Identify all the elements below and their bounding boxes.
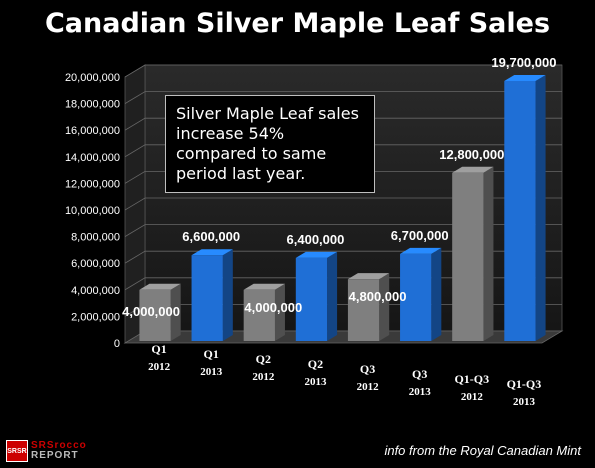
data-label: 4,800,000 <box>349 289 407 304</box>
data-label: 6,700,000 <box>391 228 449 243</box>
gridline <box>124 197 562 211</box>
x-tick-label: Q2 <box>308 357 323 371</box>
gridline <box>124 64 562 78</box>
bar-2 <box>243 283 285 341</box>
x-tick-label: 2012 <box>461 391 484 403</box>
data-label: 4,000,000 <box>122 304 180 319</box>
data-label: 4,000,000 <box>244 300 302 315</box>
source-note: info from the Royal Canadian Mint <box>384 443 581 458</box>
y-tick-label: 2,000,000 <box>71 311 120 323</box>
y-tick-label: 0 <box>114 338 120 350</box>
x-tick-label: 2013 <box>409 386 432 398</box>
gridline <box>124 170 562 184</box>
data-label: 12,800,000 <box>439 147 504 162</box>
x-tick-label: 2012 <box>252 371 275 383</box>
y-tick-label: 6,000,000 <box>71 258 120 270</box>
gridline <box>124 91 562 104</box>
y-tick-label: 16,000,000 <box>65 125 120 137</box>
chart-title: Canadian Silver Maple Leaf Sales <box>44 8 551 39</box>
data-label: 19,700,000 <box>491 55 556 70</box>
y-tick-label: 18,000,000 <box>65 99 120 111</box>
logo-line2: REPORT <box>31 450 79 461</box>
gridline <box>124 117 562 131</box>
bar-0 <box>139 283 181 341</box>
logo-line1: SRSrocco <box>31 440 87 451</box>
data-label: 6,600,000 <box>182 229 240 244</box>
bar-5 <box>400 247 442 341</box>
x-tick-label: Q1 <box>151 342 166 356</box>
logo-badge-icon: SRSR <box>6 440 28 462</box>
y-tick-label: 8,000,000 <box>71 232 120 244</box>
gridline <box>124 144 562 158</box>
x-tick-label: 2013 <box>200 366 223 378</box>
y-tick-label: 12,000,000 <box>65 178 120 190</box>
x-tick-label: Q1-Q3 <box>454 372 489 386</box>
annotation-callout: Silver Maple Leaf sales increase 54% com… <box>165 95 375 193</box>
y-tick-label: 4,000,000 <box>71 285 120 297</box>
bar-7 <box>504 74 546 342</box>
x-tick-label: 2013 <box>304 376 327 388</box>
bar-3 <box>295 251 338 341</box>
y-tick-label: 14,000,000 <box>65 152 120 164</box>
gridline <box>124 224 562 237</box>
y-tick-label: 10,000,000 <box>65 205 120 217</box>
y-tick-label: 20,000,000 <box>65 72 120 84</box>
x-tick-label: 2013 <box>513 396 536 408</box>
x-tick-label: 2012 <box>357 381 380 393</box>
data-label: 6,400,000 <box>287 232 345 247</box>
bar-1 <box>191 249 233 341</box>
chart-floor <box>123 330 564 344</box>
x-tick-label: Q1-Q3 <box>507 377 542 391</box>
x-tick-label: Q3 <box>360 362 375 376</box>
bar-4 <box>347 273 390 341</box>
srsrocco-logo: SRSR SRSrocco REPORT <box>6 440 87 462</box>
x-tick-label: Q2 <box>256 352 271 366</box>
bar-6 <box>452 166 494 341</box>
x-tick-label: Q1 <box>204 347 219 361</box>
x-tick-label: Q3 <box>412 367 427 381</box>
x-tick-label: 2012 <box>148 361 171 373</box>
